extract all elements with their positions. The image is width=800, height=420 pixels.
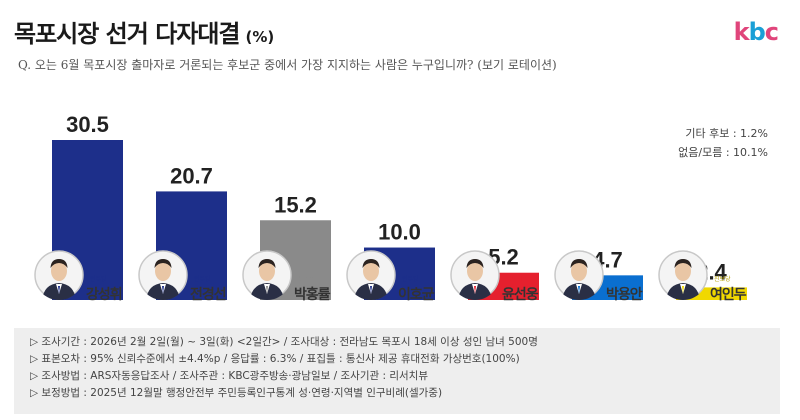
survey-period: ▷ 조사기간 : 2026년 2월 2일(월) ~ 3일(화) <2일간> / … xyxy=(30,336,538,348)
candidate-name: 박용안 xyxy=(606,287,643,303)
other-candidates-text: 기타 후보 : 1.2% xyxy=(685,127,768,140)
candidate-name: 여인두 xyxy=(710,287,747,303)
party-label: 무소속 xyxy=(298,276,315,283)
other-responses: 기타 후보 : 1.2% 없음/모름 : 10.1% xyxy=(678,124,768,162)
survey-weighting: ▷ 보정방법 : 2025년 12월말 행정안전부 주민등록인구통계 성·연령·… xyxy=(30,387,443,399)
kbc-logo: kbc xyxy=(733,18,779,46)
candidate-photo xyxy=(658,250,708,300)
title-unit: (%) xyxy=(245,28,275,46)
logo-letter-c: c xyxy=(764,18,779,46)
value-label-강성휘: 30.5 xyxy=(66,112,109,137)
candidate-name: 윤선웅 xyxy=(502,287,539,303)
survey-error: ▷ 표본오차 : 95% 신뢰수준에서 ±4.4%p / 응답률 : 6.3% … xyxy=(30,353,520,365)
logo-letter-k: k xyxy=(733,18,750,46)
party-label: 민주당 xyxy=(194,276,211,283)
title-block: 목포시장 선거 다자대결 (%) xyxy=(14,14,274,49)
candidate-name: 전경선 xyxy=(190,287,227,303)
candidate-photo xyxy=(450,250,500,300)
survey-info-box: ▷ 조사기간 : 2026년 2월 2일(월) ~ 3일(화) <2일간> / … xyxy=(14,328,780,414)
party-label: 민주당 xyxy=(402,276,419,283)
candidate-photo xyxy=(138,250,188,300)
value-label-박홍률: 15.2 xyxy=(274,192,317,217)
survey-question: Q. 오는 6월 목포시장 출마자로 거론되는 후보군 중에서 가장 지지하는 … xyxy=(18,58,557,72)
candidate-photo xyxy=(242,250,292,300)
page-title: 목포시장 선거 다자대결 xyxy=(14,20,241,48)
candidate-name: 박홍률 xyxy=(294,287,331,303)
value-label-이호균: 10.0 xyxy=(378,220,421,245)
candidate-name: 강성휘 xyxy=(86,287,123,303)
candidate-photo xyxy=(554,250,604,300)
value-label-전경선: 20.7 xyxy=(170,163,213,188)
party-label: 민주당 xyxy=(90,276,107,283)
candidate-name: 이호균 xyxy=(398,287,435,303)
logo-letter-b: b xyxy=(748,18,766,46)
none-unknown-text: 없음/모름 : 10.1% xyxy=(678,146,768,159)
party-label: 국민의힘 xyxy=(506,276,529,283)
candidate-photo xyxy=(34,250,84,300)
survey-method: ▷ 조사방법 : ARS자동응답조사 / 조사주관 : KBC광주방송·광남일보… xyxy=(30,370,428,382)
candidate-photo xyxy=(346,250,396,300)
party-label: 진보당 xyxy=(714,276,731,283)
party-label: 조국혁신당 xyxy=(610,276,638,283)
